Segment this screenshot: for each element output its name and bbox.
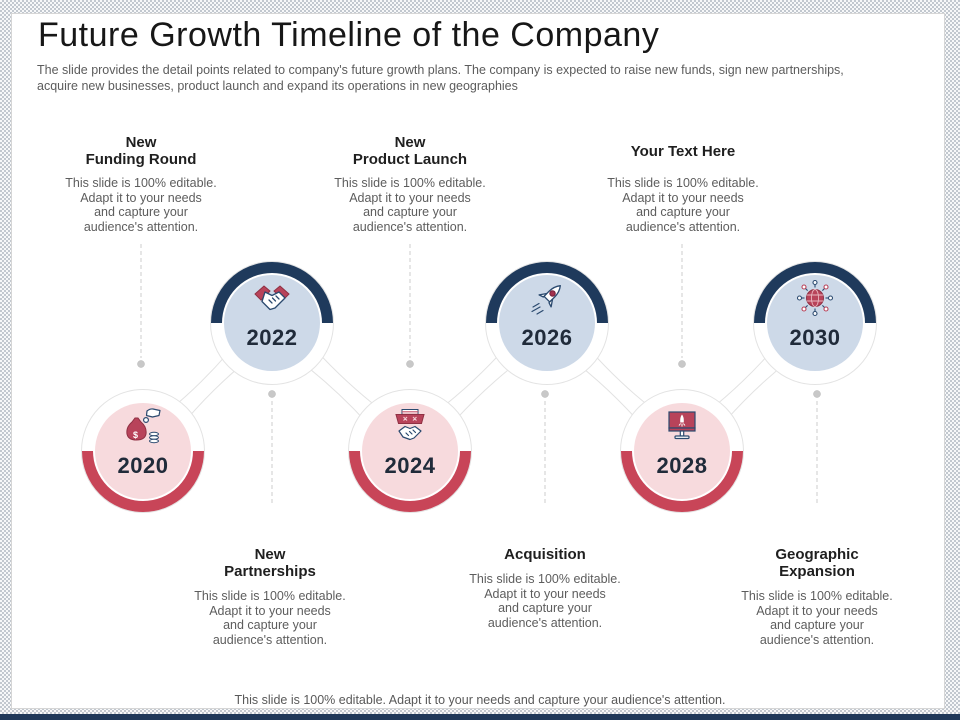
milestone-body-line: audience's attention. [759, 632, 875, 647]
milestone-body-line: Adapt it to your needs [80, 190, 202, 205]
guide-dot [541, 390, 549, 398]
milestone-body: This slide is 100% editable. Adapt it to… [450, 572, 640, 630]
milestone-body-line: and capture your [636, 205, 730, 220]
milestone-block-2030: Geographic Expansion This slide is 100% … [722, 546, 912, 647]
milestone-title: Your Text Here [588, 131, 778, 171]
globe-network-icon [796, 279, 834, 317]
guide-dot [813, 390, 821, 398]
node-arc [349, 450, 471, 512]
milestone-body-line: and capture your [770, 618, 864, 633]
guide-dot [406, 360, 414, 368]
slide-title: Future Growth Timeline of the Company [38, 16, 660, 54]
bottom-accent-bar [0, 714, 960, 720]
slide-subtitle: The slide provides the detail points rel… [37, 63, 844, 93]
milestone-block-2024: New Product Launch This slide is 100% ed… [315, 131, 505, 234]
timeline-node-2026: 2026 [485, 261, 609, 385]
milestone-body-line: Adapt it to your needs [349, 190, 471, 205]
milestone-body-line: This slide is 100% editable. [334, 176, 486, 190]
milestone-body-line: This slide is 100% editable. [607, 176, 759, 190]
node-disk [95, 403, 191, 499]
timeline-node-2028: 2028 [620, 389, 744, 513]
guide-dot [137, 360, 145, 368]
svg-text:$: $ [133, 430, 138, 440]
hand-coins-funding-icon: $ [126, 408, 161, 444]
guide-dot [268, 390, 276, 398]
milestone-body-line: audience's attention. [352, 219, 468, 234]
guide-lines [140, 244, 818, 506]
milestone-body-line: Adapt it to your needs [622, 190, 744, 205]
milestone-body-line: This slide is 100% editable. [194, 589, 346, 603]
node-disk [362, 403, 458, 499]
milestone-body: This slide is 100% editable. Adapt it to… [588, 176, 778, 234]
milestone-title-line: New [125, 134, 157, 151]
milestone-body-line: This slide is 100% editable. [741, 589, 893, 603]
milestone-title: New Product Launch [315, 131, 505, 171]
milestone-body-line: audience's attention. [212, 632, 328, 647]
milestone-title: New Partnerships [175, 546, 365, 580]
milestone-title: Acquisition [450, 546, 640, 563]
milestone-body-line: audience's attention. [487, 615, 603, 630]
milestone-body: This slide is 100% editable. Adapt it to… [722, 589, 912, 647]
milestone-body-line: This slide is 100% editable. [65, 176, 217, 190]
milestone-title-line: Your Text Here [630, 142, 736, 160]
milestone-title-line: Funding Round [85, 151, 197, 168]
milestone-body-line: and capture your [223, 618, 317, 633]
node-disk [634, 403, 730, 499]
milestone-title-line: New [394, 134, 426, 151]
milestone-title-line: Acquisition [504, 546, 586, 563]
node-arc [82, 450, 204, 512]
milestone-body: This slide is 100% editable. Adapt it to… [315, 176, 505, 234]
milestone-title-line: Partnerships [224, 563, 316, 580]
monitor-rocket-icon [668, 411, 696, 440]
year-label: 2022 [247, 325, 298, 350]
rocket-icon [531, 285, 561, 315]
milestone-body-line: and capture your [363, 205, 457, 220]
guide-dot [678, 360, 686, 368]
milestone-title-line: Product Launch [352, 151, 468, 168]
milestone-body-line: Adapt it to your needs [209, 603, 331, 618]
timeline-node-2022: 2022 [210, 261, 334, 385]
node-disk [499, 275, 595, 371]
year-label: 2024 [385, 453, 436, 478]
milestone-block-2022: New Partnerships This slide is 100% edit… [175, 546, 365, 647]
node-disk [767, 275, 863, 371]
milestone-title: Geographic Expansion [722, 546, 912, 580]
milestone-block-2020: New Funding Round This slide is 100% edi… [46, 131, 236, 234]
milestone-body-line: and capture your [94, 205, 188, 220]
handshake-icon [254, 285, 290, 311]
milestone-body-line: and capture your [498, 601, 592, 616]
milestone-title-line: Geographic [775, 546, 859, 563]
node-arc [486, 262, 608, 324]
timeline-node-2020: $ 2020 [81, 389, 205, 513]
milestone-title-line: New [254, 546, 286, 563]
acquisition-folder-handshake-icon [395, 409, 425, 441]
guide-dots [137, 360, 821, 398]
node-arc [754, 262, 876, 324]
timeline-node-2024: 2024 [348, 389, 472, 513]
year-label: 2028 [657, 453, 708, 478]
milestone-title-line: Expansion [779, 563, 855, 580]
node-arc [621, 450, 743, 512]
milestone-body-line: Adapt it to your needs [484, 586, 606, 601]
milestone-body-line: audience's attention. [83, 219, 199, 234]
year-label: 2030 [790, 325, 841, 350]
milestone-body-line: Adapt it to your needs [756, 603, 878, 618]
milestone-body-line: This slide is 100% editable. [469, 572, 621, 586]
timeline-node-2030: 2030 [753, 261, 877, 385]
milestone-body: This slide is 100% editable. Adapt it to… [46, 176, 236, 234]
milestone-block-2026: Acquisition This slide is 100% editable.… [450, 546, 640, 630]
milestone-title: New Funding Round [46, 131, 236, 171]
milestone-body: This slide is 100% editable. Adapt it to… [175, 589, 365, 647]
year-label: 2026 [522, 325, 573, 350]
year-label: 2020 [118, 453, 169, 478]
milestone-block-2028: Your Text Here This slide is 100% editab… [588, 131, 778, 234]
footer-note: This slide is 100% editable. Adapt it to… [234, 693, 726, 707]
milestone-body-line: audience's attention. [625, 219, 741, 234]
node-disk [224, 275, 320, 371]
node-arc [211, 262, 333, 324]
